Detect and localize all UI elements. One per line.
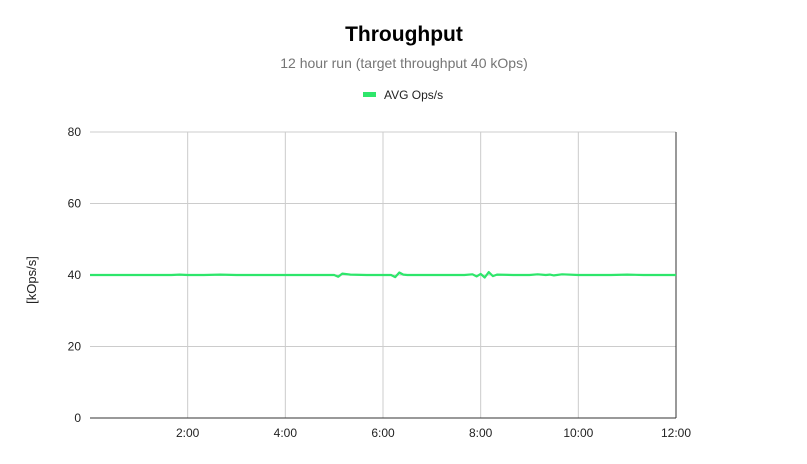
axes: 0 20 40 60 80 2:00 4:00 6:00 8:00 10:00 12:00: [68, 125, 692, 440]
x-tick-label: 2:00: [176, 426, 200, 440]
y-axis-title: [kOps/s]: [24, 256, 39, 304]
y-tick-label: 20: [68, 340, 82, 354]
x-tick-label: 12:00: [661, 426, 691, 440]
x-tick-label: 8:00: [469, 426, 493, 440]
series-layer: [90, 271, 676, 279]
y-tick-label: 60: [68, 197, 82, 211]
legend: AVG Ops/s: [363, 88, 443, 102]
y-tick-label: 40: [68, 268, 82, 282]
chart-subtitle: 12 hour run (target throughput 40 kOps): [280, 55, 527, 71]
legend-swatch: [363, 92, 376, 97]
x-tick-label: 4:00: [274, 426, 298, 440]
y-tick-label: 0: [74, 411, 81, 425]
x-tick-label: 10:00: [563, 426, 593, 440]
series-line-avg-ops: [90, 271, 676, 279]
legend-label: AVG Ops/s: [384, 88, 443, 102]
x-tick-label: 6:00: [371, 426, 395, 440]
y-tick-label: 80: [68, 125, 82, 139]
chart-title: Throughput: [345, 23, 463, 46]
